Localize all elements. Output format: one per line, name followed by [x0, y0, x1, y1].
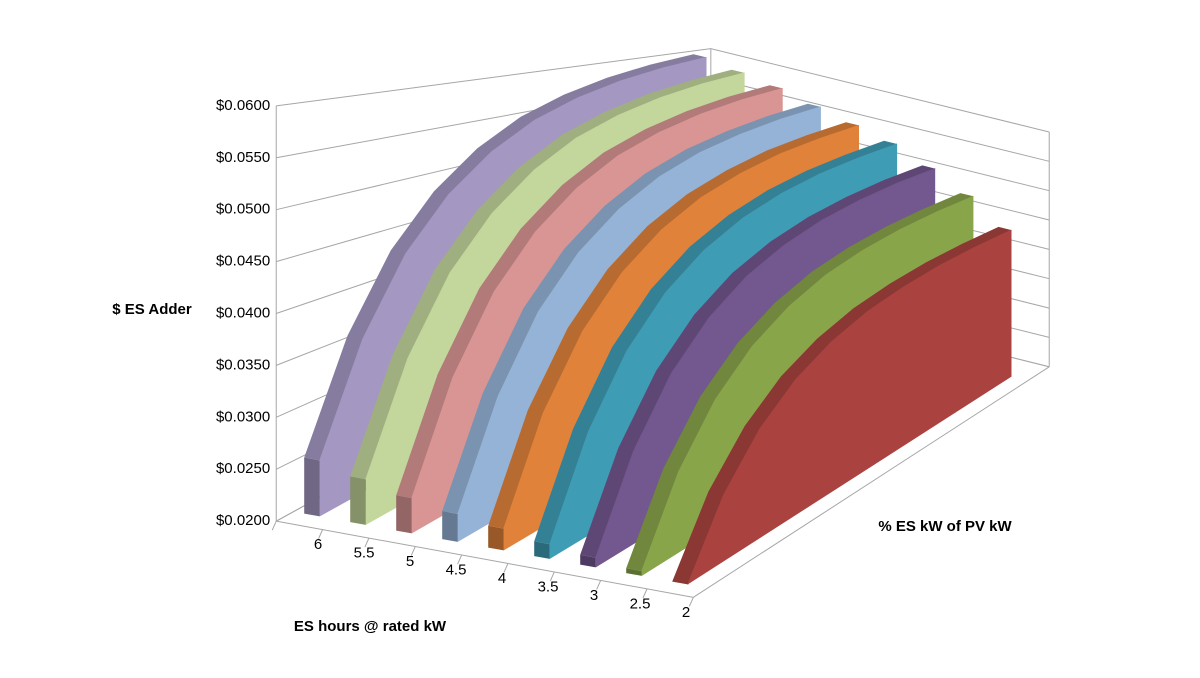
ribbon — [411, 87, 783, 499]
x-tick-label: 3.5 — [538, 578, 559, 595]
axis-tick — [457, 554, 463, 565]
axis-tick — [549, 571, 555, 582]
y-tick-label: $0.0550 — [216, 149, 270, 166]
x-tick-label: 2 — [682, 604, 690, 621]
y-tick-label: $0.0200 — [216, 512, 270, 529]
x-axis-title: ES hours @ rated kW — [294, 618, 447, 635]
ribbon-cap — [350, 476, 366, 525]
x-tick-label: 6 — [314, 536, 322, 553]
ribbon-cap — [442, 511, 458, 542]
ribbon-cap — [304, 457, 320, 517]
axis-line — [693, 366, 1050, 598]
ribbon — [457, 106, 822, 515]
ribbon-cap — [534, 541, 550, 559]
x-tick-label: 5.5 — [354, 544, 375, 561]
ribbon-side — [687, 230, 1012, 585]
axis-tick — [642, 588, 648, 599]
ribbon — [595, 168, 936, 558]
axis-tick — [596, 580, 602, 590]
ribbon-cap — [488, 525, 504, 551]
x-tick-label: 3 — [590, 587, 598, 604]
y-axis-title: $ ES Adder — [112, 301, 192, 318]
axis-tick — [271, 520, 277, 531]
y-tick-label: $0.0300 — [216, 408, 270, 425]
axis-tick — [318, 529, 324, 539]
x-tick-label: 5 — [406, 553, 414, 570]
axis-tick — [364, 537, 370, 548]
ribbon — [319, 56, 707, 461]
y-tick-label: $0.0500 — [216, 201, 270, 218]
axis-tick — [688, 597, 694, 607]
axis-line — [276, 520, 694, 598]
ribbon-top — [396, 85, 783, 499]
ribbon-top — [304, 54, 707, 461]
ribbon-top — [442, 103, 821, 514]
y-tick-label: $0.0400 — [216, 304, 270, 321]
x-tick-label: 2.5 — [630, 595, 651, 612]
y-tick-label: $0.0250 — [216, 460, 270, 477]
y-tick-label: $0.0450 — [216, 253, 270, 270]
ribbon-top — [350, 69, 745, 480]
ribbon-cap — [396, 495, 412, 534]
x-tick-label: 4.5 — [446, 561, 467, 578]
ribbon-cap — [580, 554, 596, 568]
ribbon — [365, 72, 745, 480]
y-tick-label: $0.0600 — [216, 97, 270, 114]
axis-tick — [503, 563, 509, 573]
grid-line — [276, 48, 1050, 133]
ribbon — [503, 124, 860, 529]
ribbon — [549, 143, 898, 545]
x-tick-label: 4 — [498, 570, 506, 587]
ribbon-cap — [626, 568, 642, 576]
depth-axis-title: % ES kW of PV kW — [878, 518, 1012, 535]
ribbon — [687, 229, 1012, 585]
axis-tick — [410, 546, 416, 556]
y-tick-label: $0.0350 — [216, 356, 270, 373]
ribbon — [641, 195, 974, 572]
